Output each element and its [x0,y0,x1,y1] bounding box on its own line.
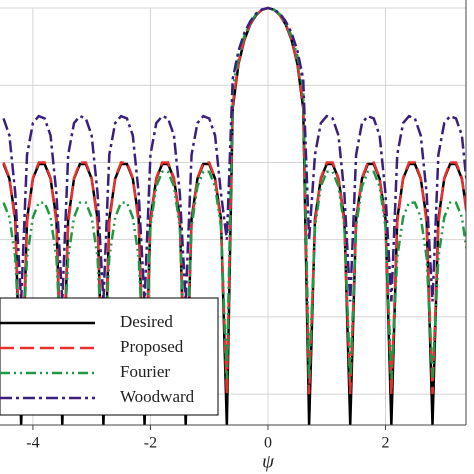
legend-label: Proposed [120,337,184,356]
x-tick-label: 0 [264,435,272,452]
legend-box [0,297,219,416]
legend-label: Desired [120,312,173,331]
series-line [2,6,466,379]
x-tick-label: -4 [26,435,39,452]
legend-label: Fourier [120,362,170,381]
x-tick-label: -2 [144,435,157,452]
legend-label: Woodward [120,387,195,406]
x-axis-label: ψ [262,451,275,472]
x-tick-label: 2 [381,435,389,452]
series-line [2,6,466,302]
